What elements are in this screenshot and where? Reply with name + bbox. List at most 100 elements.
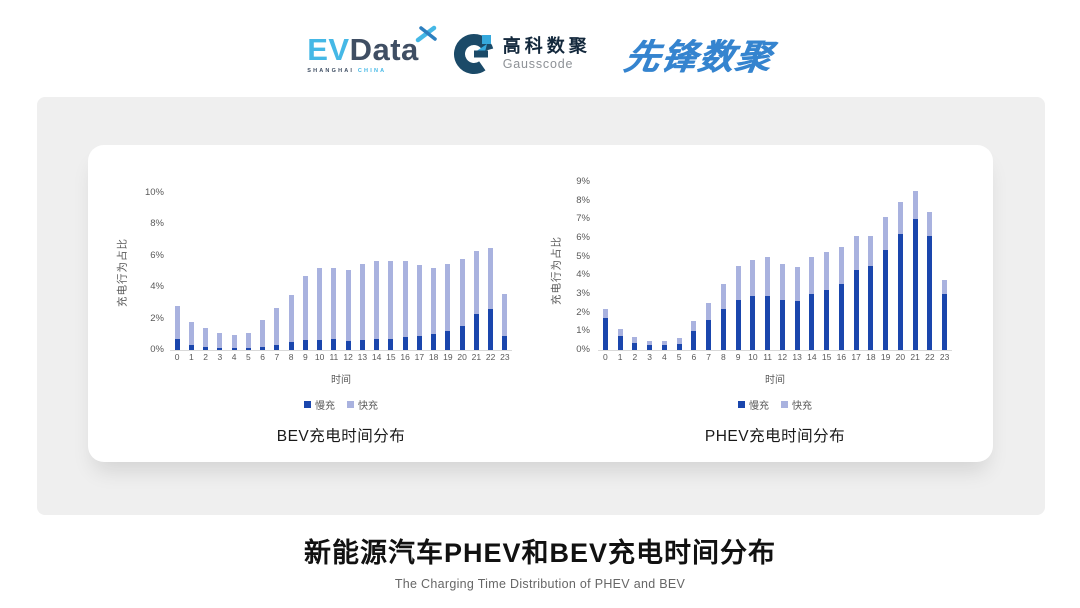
slow-charge-segment [647, 345, 653, 350]
slow-charge-segment [331, 339, 337, 350]
fast-charge-segment [402, 260, 408, 337]
bar-column-hour-8 [284, 193, 298, 350]
x-tick-label: 1 [617, 352, 623, 362]
slow-charge-segment [402, 336, 408, 350]
slow-charge-segment [231, 348, 237, 350]
fast-charge-segment [459, 258, 465, 327]
fast-charge-segment [897, 201, 903, 235]
stacked-bar [632, 182, 638, 350]
fast-charge-segment [632, 336, 638, 343]
stacked-bar [853, 182, 859, 350]
stacked-bar [231, 193, 237, 350]
bar-column-hour-1 [184, 193, 198, 350]
slow-series-swatch [738, 401, 745, 408]
stacked-bar [459, 193, 465, 350]
fast-charge-segment [824, 252, 830, 291]
fast-charge-segment [883, 216, 889, 251]
stacked-bar [735, 182, 741, 350]
fast-charge-segment [488, 247, 494, 310]
slow-charge-segment [260, 346, 266, 350]
bar-column-hour-2 [199, 193, 213, 350]
x-tick-label: 11 [763, 352, 773, 362]
fast-charge-segment [794, 266, 800, 302]
x-tick-label: 3 [217, 352, 223, 362]
bar-column-hour-21 [908, 182, 923, 350]
y-tick-label: 9% [576, 176, 590, 187]
bar-column-hour-22 [484, 193, 498, 350]
slow-charge-segment [416, 335, 422, 350]
slow-charge-segment [927, 236, 933, 350]
fast-charge-segment [868, 236, 874, 266]
bar-column-hour-7 [701, 182, 716, 350]
fast-charge-segment [765, 256, 771, 296]
slow-charge-segment [794, 301, 800, 350]
x-tick-label: 18 [428, 352, 439, 362]
stacked-bar [317, 193, 323, 350]
evdata-logo: EVData SHANGHAI CHINA [307, 25, 437, 75]
bar-column-hour-23 [937, 182, 952, 350]
slow-charge-segment [824, 290, 830, 350]
x-tick-label: 0 [603, 352, 608, 362]
slow-series-swatch [304, 401, 311, 408]
fast-charge-segment [217, 332, 223, 348]
slow-charge-segment [868, 266, 874, 350]
slow-charge-segment [883, 250, 889, 350]
slow-charge-segment [735, 299, 741, 350]
bar-column-hour-20 [893, 182, 908, 350]
y-tick-label: 8% [576, 194, 590, 206]
x-tick-label: 17 [414, 352, 425, 362]
slow-charge-segment [502, 335, 508, 350]
pioneer-logo: 先锋数聚 [620, 37, 776, 77]
bar-column-hour-21 [469, 193, 483, 350]
fast-charge-segment [779, 264, 785, 300]
slow-charge-segment [706, 320, 712, 350]
slow-charge-segment [765, 295, 771, 350]
bar-column-hour-12 [775, 182, 790, 350]
stacked-bar [647, 182, 653, 350]
fast-charge-segment [809, 256, 815, 294]
phev-legend-fast: 快充 [781, 397, 812, 412]
fast-charge-segment [691, 321, 697, 332]
stacked-bar [838, 182, 844, 350]
bar-column-hour-0 [598, 182, 613, 350]
footer: 新能源汽车PHEV和BEV充电时间分布 The Charging Time Di… [0, 531, 1080, 591]
stacked-bar [502, 193, 508, 350]
bar-column-hour-8 [716, 182, 731, 350]
phev-legend-slow: 慢充 [738, 397, 769, 412]
main-title: 新能源汽车PHEV和BEV充电时间分布 [303, 538, 777, 568]
fast-charge-segment [174, 306, 180, 340]
fast-charge-segment [473, 251, 479, 314]
x-tick-label: 21 [910, 352, 920, 362]
bar-column-hour-19 [878, 182, 893, 350]
slow-charge-segment [691, 331, 697, 350]
slow-charge-segment [809, 294, 815, 350]
phev-chart-title: PHEV充电时间分布 [704, 428, 846, 445]
phev-chart: 充电行为占比 9% 8% 7% 6% 5% 4% 3% 2% 1% 0% 0 1 2 3 4 5 6 7 8 9 10… [88, 145, 993, 462]
y-tick-label: 4% [150, 281, 164, 293]
slow-charge-segment [488, 309, 494, 350]
y-tick-label: 5% [576, 250, 590, 262]
bar-column-hour-10 [746, 182, 761, 350]
bar-column-hour-17 [412, 193, 426, 350]
stacked-bar [765, 182, 771, 350]
slow-charge-segment [345, 341, 351, 350]
stacked-bar [203, 193, 209, 350]
x-tick-label: 9 [303, 352, 308, 362]
x-tick-label: 13 [792, 352, 802, 362]
bar-column-hour-13 [355, 193, 369, 350]
x-tick-label: 4 [231, 352, 237, 362]
bar-column-hour-22 [923, 182, 938, 350]
fast-series-label: 快充 [358, 401, 378, 412]
bar-column-hour-18 [864, 182, 879, 350]
x-tick-label: 18 [866, 352, 876, 362]
fast-charge-segment [274, 308, 280, 345]
bar-column-hour-19 [441, 193, 455, 350]
phev-y-ticks: 9% 8% 7% 6% 5% 4% 3% 2% 1% 0% [550, 177, 590, 355]
stacked-bar [302, 193, 308, 350]
main-subtitle: The Charging Time Distribution of PHEV a… [394, 577, 686, 591]
bev-legend-fast: 快充 [347, 397, 378, 412]
bev-chart: 充电行为占比 10% 8% 6% 4% 2% 0% 0 1 2 3 4 5 6 7 8 9 10 11 12 13 1… [88, 145, 993, 462]
chart-card: 充电行为占比 10% 8% 6% 4% 2% 0% 0 1 2 3 4 5 6 7 8 9 10 11 12 13 1… [88, 145, 993, 462]
slow-charge-segment [388, 339, 394, 350]
y-tick-label: 6% [576, 231, 590, 243]
